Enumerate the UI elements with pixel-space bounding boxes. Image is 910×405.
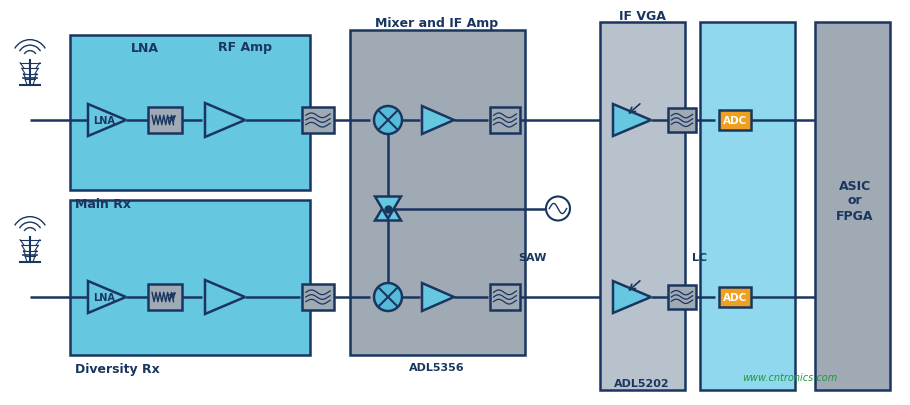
Text: ADC: ADC: [723, 116, 747, 126]
Polygon shape: [422, 107, 454, 135]
Bar: [70, 36, 310, 190]
Bar: [668, 285, 696, 309]
Circle shape: [374, 284, 402, 311]
Bar: [600, 23, 685, 390]
Bar: [490, 108, 520, 134]
Bar: [700, 23, 795, 390]
Text: ADL5202: ADL5202: [614, 378, 670, 388]
Polygon shape: [375, 199, 401, 221]
Text: LNA: LNA: [93, 292, 115, 302]
Bar: [148, 284, 182, 310]
Circle shape: [546, 197, 570, 221]
Polygon shape: [205, 104, 245, 138]
Text: Mixer and IF Amp: Mixer and IF Amp: [376, 17, 499, 30]
Text: SAW: SAW: [518, 252, 546, 262]
Text: LNA: LNA: [93, 116, 115, 126]
Text: LC: LC: [693, 252, 708, 262]
Circle shape: [374, 107, 402, 135]
Text: Main Rx: Main Rx: [75, 198, 131, 211]
Text: Diversity Rx: Diversity Rx: [75, 362, 160, 375]
Bar: [719, 287, 751, 307]
Polygon shape: [613, 281, 651, 313]
Polygon shape: [422, 284, 454, 311]
Bar: [302, 284, 334, 310]
Polygon shape: [375, 197, 401, 219]
Text: ADL5356: ADL5356: [410, 362, 465, 372]
Polygon shape: [613, 105, 651, 136]
Bar: [70, 200, 310, 355]
Text: ASIC
or
FPGA: ASIC or FPGA: [836, 179, 874, 222]
Bar: [490, 284, 520, 310]
Text: ADC: ADC: [723, 292, 747, 302]
Text: RF Amp: RF Amp: [218, 41, 272, 54]
Bar: [350, 31, 525, 355]
Text: www.cntronics.com: www.cntronics.com: [743, 372, 837, 382]
Polygon shape: [205, 280, 245, 314]
Bar: [302, 108, 334, 134]
Bar: [815, 23, 890, 390]
Bar: [668, 109, 696, 133]
Bar: [719, 111, 751, 131]
Text: IF VGA: IF VGA: [619, 9, 665, 22]
Polygon shape: [88, 281, 126, 313]
Bar: [148, 108, 182, 134]
Polygon shape: [88, 105, 126, 136]
Text: LNA: LNA: [131, 41, 159, 54]
